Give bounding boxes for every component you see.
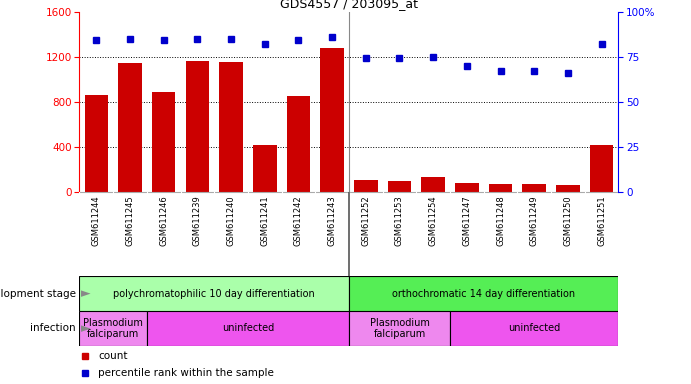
Bar [152, 92, 176, 192]
Text: GSM611254: GSM611254 [428, 195, 437, 246]
Bar [118, 63, 142, 192]
Bar [450, 311, 618, 346]
Text: GSM611250: GSM611250 [563, 195, 572, 246]
Text: GSM611242: GSM611242 [294, 195, 303, 246]
Text: ►: ► [81, 322, 91, 335]
Bar [455, 183, 479, 192]
Title: GDS4557 / 203095_at: GDS4557 / 203095_at [280, 0, 418, 10]
Bar [349, 311, 450, 346]
Bar [79, 276, 349, 311]
Text: GSM611253: GSM611253 [395, 195, 404, 246]
Text: development stage: development stage [0, 289, 76, 299]
Text: polychromatophilic 10 day differentiation: polychromatophilic 10 day differentiatio… [113, 289, 315, 299]
Bar [590, 145, 614, 192]
Bar [79, 311, 146, 346]
Text: GSM611241: GSM611241 [261, 195, 269, 246]
Text: orthochromatic 14 day differentiation: orthochromatic 14 day differentiation [392, 289, 576, 299]
Bar [253, 145, 276, 192]
Text: count: count [98, 351, 128, 361]
Text: Plasmodium
falciparum: Plasmodium falciparum [83, 318, 143, 339]
Bar [219, 62, 243, 192]
Text: GSM611252: GSM611252 [361, 195, 370, 246]
Bar [84, 95, 108, 192]
Text: uninfected: uninfected [222, 323, 274, 333]
Bar [556, 185, 580, 192]
Text: GSM611245: GSM611245 [126, 195, 135, 246]
Text: GSM611246: GSM611246 [159, 195, 168, 246]
Text: ►: ► [81, 287, 91, 300]
Text: GSM611247: GSM611247 [462, 195, 471, 246]
Text: GSM611243: GSM611243 [328, 195, 337, 246]
Text: infection: infection [30, 323, 76, 333]
Text: GSM611248: GSM611248 [496, 195, 505, 246]
Text: uninfected: uninfected [508, 323, 560, 333]
Bar [388, 181, 411, 192]
Text: GSM611251: GSM611251 [597, 195, 606, 246]
Text: GSM611239: GSM611239 [193, 195, 202, 246]
Bar [354, 180, 377, 192]
Bar [186, 61, 209, 192]
Text: percentile rank within the sample: percentile rank within the sample [98, 368, 274, 378]
Text: GSM611249: GSM611249 [530, 195, 539, 246]
Text: GSM611240: GSM611240 [227, 195, 236, 246]
Text: Plasmodium
falciparum: Plasmodium falciparum [370, 318, 429, 339]
Bar [146, 311, 349, 346]
Bar [349, 276, 618, 311]
Bar [287, 96, 310, 192]
Bar [522, 184, 546, 192]
Bar [422, 177, 445, 192]
Bar [489, 184, 512, 192]
Bar [321, 48, 344, 192]
Text: GSM611244: GSM611244 [92, 195, 101, 246]
